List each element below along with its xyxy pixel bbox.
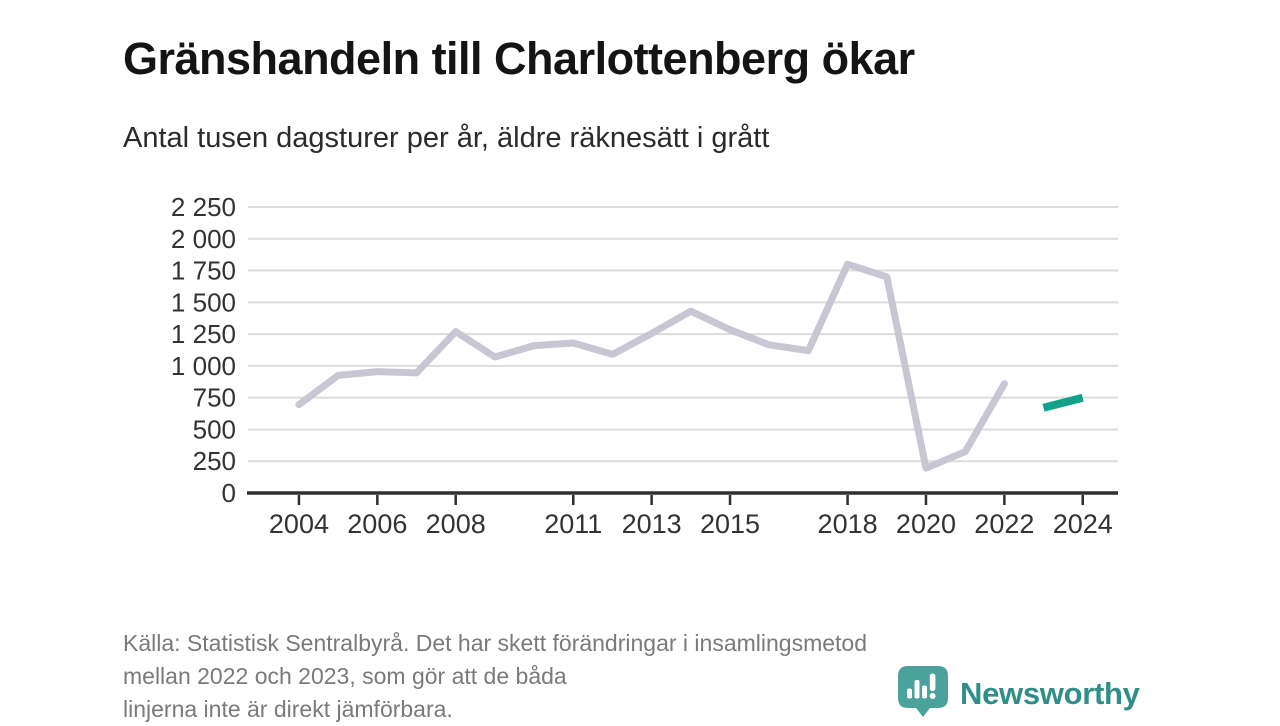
series-line-old-counting-method-gray (295, 260, 1008, 472)
line-chart: 0 250 500 750 1 000 1 250 1 500 1 750 2 000 2 250… (123, 190, 1123, 562)
x-axis-tick-label: 2011 (544, 509, 602, 539)
newsworthy-wordmark: Newsworthy (960, 675, 1140, 711)
x-axis-tick-label: 2020 (896, 509, 956, 539)
x-axis-tick-label: 2018 (818, 509, 878, 539)
source-note-line: mellan 2022 och 2023, som gör att de båd… (123, 663, 567, 689)
x-axis-tick-label: 2015 (700, 509, 760, 539)
y-axis-tick-label: 0 (222, 478, 236, 508)
page-title: Gränshandeln till Charlottenberg ökar (123, 33, 915, 85)
source-note: Källa: Statistisk Sentralbyrå. Det har s… (123, 627, 1103, 726)
x-axis-tick-label: 2006 (347, 509, 407, 539)
y-axis-tick-label: 1 000 (171, 351, 236, 381)
x-axis-tick-label: 2013 (622, 509, 682, 539)
y-axis-tick-label: 1 250 (171, 319, 236, 349)
y-axis-tick-label: 2 000 (171, 224, 236, 254)
newsworthy-logo: Newsworthy (896, 664, 1140, 723)
x-axis-tick-label: 2024 (1053, 509, 1113, 539)
source-note-line: Källa: Statistisk Sentralbyrå. Det har s… (123, 630, 867, 656)
x-axis-tick-label: 2008 (426, 509, 486, 539)
y-axis-tick-label: 2 250 (171, 192, 236, 222)
series-line-new-counting-method-teal (1042, 393, 1084, 412)
x-axis-tick-label: 2022 (974, 509, 1034, 539)
y-axis-tick-label: 750 (193, 383, 236, 413)
source-note-line: linjerna inte är direkt jämförbara. (123, 696, 453, 722)
newsworthy-speech-bubble-bars-icon (896, 664, 950, 723)
y-axis-tick-label: 1 500 (171, 287, 236, 317)
chart-subtitle: Antal tusen dagsturer per år, äldre räkn… (123, 122, 770, 154)
y-axis-tick-label: 250 (193, 446, 236, 476)
x-axis-tick-label: 2004 (269, 509, 329, 539)
y-axis-tick-label: 500 (193, 414, 236, 444)
y-axis-tick-label: 1 750 (171, 256, 236, 286)
